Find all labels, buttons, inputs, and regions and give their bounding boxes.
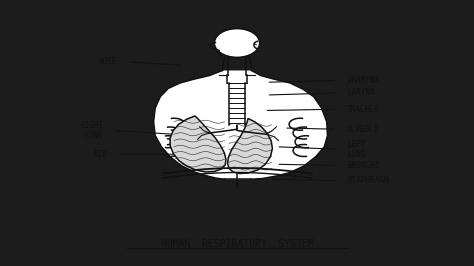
Polygon shape bbox=[170, 116, 226, 172]
Text: PHARYNX: PHARYNX bbox=[347, 76, 380, 85]
Text: BRONCHI: BRONCHI bbox=[347, 161, 380, 170]
Ellipse shape bbox=[214, 29, 260, 57]
Text: LARYNX: LARYNX bbox=[347, 89, 375, 98]
Text: HUMAN  RESPIRATORY  SYSTEM: HUMAN RESPIRATORY SYSTEM bbox=[161, 239, 313, 249]
Polygon shape bbox=[228, 118, 273, 173]
Polygon shape bbox=[154, 70, 328, 179]
Text: RIGHT
LUNG: RIGHT LUNG bbox=[80, 121, 103, 140]
Text: ALVEOLI: ALVEOLI bbox=[347, 125, 380, 134]
Text: LEFT
LUNG: LEFT LUNG bbox=[347, 140, 365, 159]
Text: DIAPHRAGM: DIAPHRAGM bbox=[347, 176, 389, 185]
Text: TRACHEA: TRACHEA bbox=[347, 105, 380, 114]
Text: RIB: RIB bbox=[93, 150, 107, 159]
Text: NOSE: NOSE bbox=[99, 57, 117, 66]
